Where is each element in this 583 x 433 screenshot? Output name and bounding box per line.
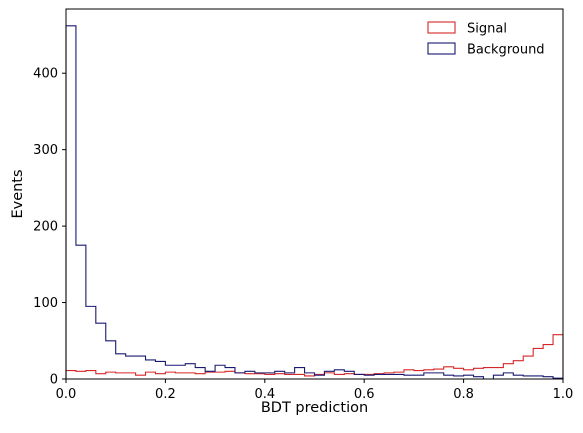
legend: Signal Background <box>427 21 545 58</box>
y-tick-label: 0 <box>50 373 58 388</box>
series-background-outline <box>65 25 564 380</box>
x-axis: 0.0 0.2 0.4 0.6 0.8 1.0 <box>56 379 574 402</box>
legend-label-background: Background <box>467 43 545 58</box>
legend-swatch-signal <box>427 21 456 34</box>
y-axis-label: Events <box>10 169 26 218</box>
y-tick-label: 200 <box>33 220 58 235</box>
x-tick-label: 0.4 <box>254 387 275 402</box>
x-tick-label: 0.8 <box>453 387 474 402</box>
y-tick-label: 100 <box>33 296 58 311</box>
x-tick-label: 1.0 <box>553 387 574 402</box>
x-axis-label: BDT prediction <box>261 400 368 416</box>
y-axis: 0 100 200 300 400 <box>33 67 66 388</box>
legend-swatch-background <box>427 42 456 55</box>
legend-label-signal: Signal <box>467 22 507 37</box>
plot-frame <box>65 8 564 380</box>
series-layer <box>65 25 564 380</box>
y-tick-label: 400 <box>33 67 58 82</box>
x-tick-label: 0.2 <box>155 387 176 402</box>
x-tick-label: 0.6 <box>354 387 375 402</box>
y-tick-label: 300 <box>33 143 58 158</box>
x-tick-label: 0.0 <box>56 387 77 402</box>
